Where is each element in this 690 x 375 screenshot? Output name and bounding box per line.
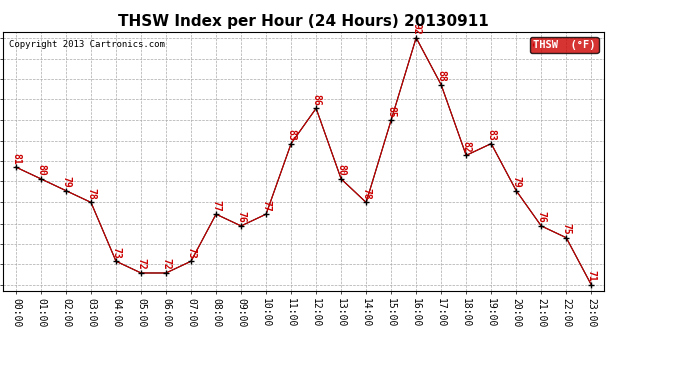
Text: 92: 92 <box>411 23 421 35</box>
Title: THSW Index per Hour (24 Hours) 20130911: THSW Index per Hour (24 Hours) 20130911 <box>118 14 489 29</box>
Text: 88: 88 <box>436 70 446 82</box>
Legend: THSW  (°F): THSW (°F) <box>530 37 598 53</box>
Text: 72: 72 <box>161 258 171 270</box>
Text: 78: 78 <box>86 188 96 200</box>
Text: 85: 85 <box>386 105 396 117</box>
Text: 79: 79 <box>511 176 521 188</box>
Text: 86: 86 <box>311 94 321 105</box>
Text: 80: 80 <box>36 164 46 176</box>
Text: 77: 77 <box>211 200 221 211</box>
Text: 80: 80 <box>336 164 346 176</box>
Text: 83: 83 <box>486 129 496 141</box>
Text: 77: 77 <box>261 200 271 211</box>
Text: 73: 73 <box>186 247 196 258</box>
Text: 83: 83 <box>286 129 296 141</box>
Text: 72: 72 <box>136 258 146 270</box>
Text: 73: 73 <box>111 247 121 258</box>
Text: 81: 81 <box>11 153 21 164</box>
Text: 76: 76 <box>536 211 546 223</box>
Text: 75: 75 <box>561 223 571 235</box>
Text: 76: 76 <box>236 211 246 223</box>
Text: 82: 82 <box>461 141 471 153</box>
Text: 71: 71 <box>586 270 596 282</box>
Text: Copyright 2013 Cartronics.com: Copyright 2013 Cartronics.com <box>10 40 166 49</box>
Text: 79: 79 <box>61 176 71 188</box>
Text: 78: 78 <box>361 188 371 200</box>
